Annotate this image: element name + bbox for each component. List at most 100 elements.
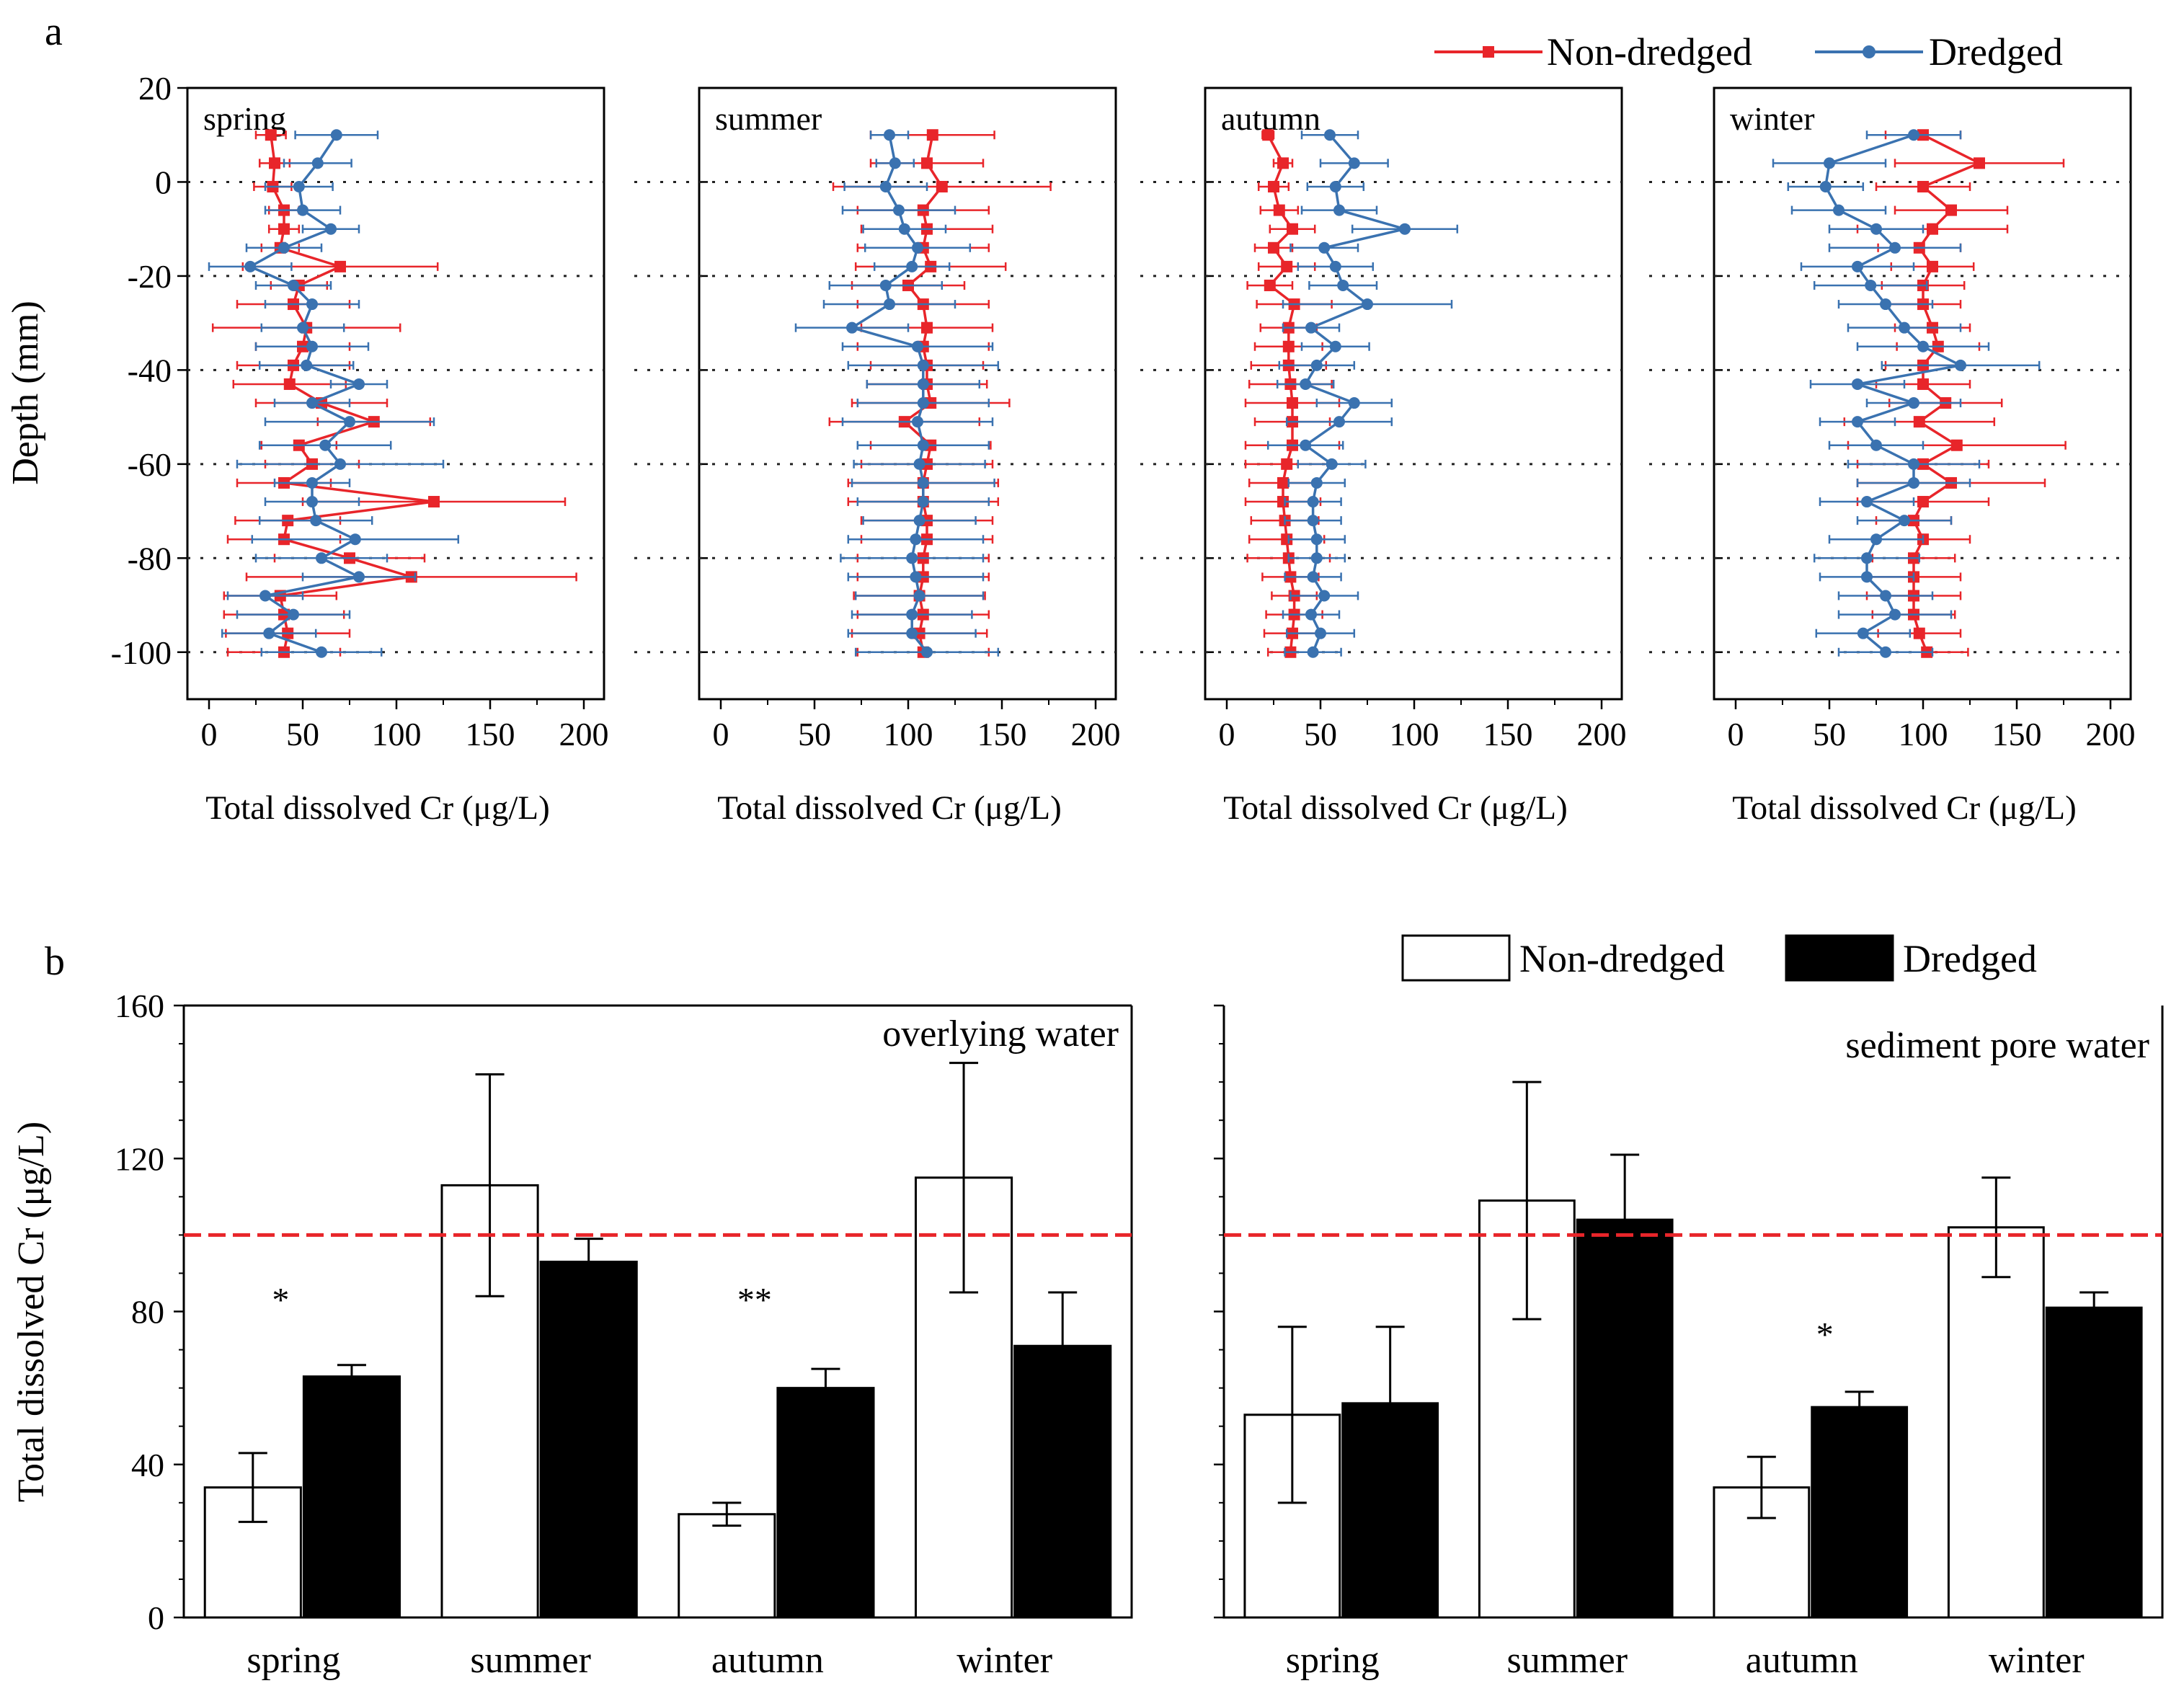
y-tick-label: 0 <box>155 164 172 200</box>
x-tick-label: 100 <box>884 716 933 753</box>
season-label: summer <box>715 100 822 137</box>
bar-dredged <box>2045 1306 2143 1619</box>
data-point <box>353 378 365 390</box>
panel-b-letter: b <box>45 939 65 984</box>
series-line-dredged <box>1824 133 1965 654</box>
legend-label-dredged: Dredged <box>1929 30 2063 74</box>
data-point <box>1329 340 1341 352</box>
data-point <box>1307 515 1319 527</box>
category-label: winter <box>956 1640 1052 1681</box>
group-label: overlying water <box>882 1013 1119 1055</box>
data-point <box>1281 533 1293 546</box>
data-point <box>913 590 925 602</box>
data-point <box>912 241 923 254</box>
data-point <box>1333 416 1345 428</box>
y-tick-label: -100 <box>111 634 172 671</box>
data-point <box>244 260 257 272</box>
data-point <box>906 627 918 639</box>
series-non-dredged <box>1843 129 2067 658</box>
data-point <box>846 321 858 334</box>
data-point <box>1277 157 1289 169</box>
y-tick-label: -80 <box>128 540 172 577</box>
data-point <box>1927 223 1938 235</box>
data-point <box>921 157 933 169</box>
data-point <box>1300 378 1312 390</box>
data-point <box>301 359 313 371</box>
series-line-dredged <box>1303 134 1410 653</box>
data-point <box>906 260 918 272</box>
data-point <box>1337 279 1349 291</box>
data-point <box>1865 279 1877 291</box>
data-point <box>259 590 271 602</box>
legend-box-dredged <box>1785 934 1894 982</box>
x-tick-label: 50 <box>1813 716 1846 753</box>
data-point <box>906 608 918 621</box>
group-label: sediment pore water <box>1845 1025 2149 1066</box>
data-point <box>1852 416 1863 428</box>
data-point <box>884 129 895 141</box>
data-point <box>1861 496 1873 508</box>
data-point <box>1281 260 1293 272</box>
data-point <box>1300 439 1312 451</box>
legend-marker-dredged <box>1863 45 1876 58</box>
significance-marker: ** <box>737 1282 772 1320</box>
x-tick-label: 200 <box>1071 716 1121 753</box>
data-point <box>1305 321 1317 334</box>
data-point <box>269 157 280 169</box>
data-point <box>926 129 938 141</box>
x-tick-label: 50 <box>1304 716 1337 753</box>
data-point <box>1880 646 1891 658</box>
data-point <box>311 157 324 169</box>
data-point <box>1262 129 1274 141</box>
data-point <box>288 279 299 291</box>
data-point <box>921 321 933 334</box>
data-point <box>344 416 355 428</box>
bar-group-sediment-pore-water: sediment pore water spring summer * autumn wi… <box>1214 1004 2164 1681</box>
category-label: autumn <box>711 1640 824 1681</box>
legend-label-non-dredged: Non-dredged <box>1547 30 1752 74</box>
data-point <box>1399 223 1411 235</box>
data-point <box>1974 157 1985 169</box>
data-point <box>1318 590 1331 602</box>
bar-non-dredged <box>678 1513 776 1619</box>
x-tick-label: 50 <box>798 716 831 753</box>
data-point <box>306 298 318 311</box>
data-point <box>297 204 308 216</box>
data-point <box>310 515 322 527</box>
data-point <box>879 180 892 192</box>
bar-group-overlying-water: overlying water * spring summer ** autumn wint… <box>174 1004 1133 1681</box>
data-point <box>334 458 346 470</box>
y-tick-label: 20 <box>138 70 172 107</box>
legend-label-non-dredged: Non-dredged <box>1519 937 1725 980</box>
category-label: spring <box>247 1640 340 1681</box>
x-tick-label: 150 <box>977 716 1027 753</box>
data-point <box>278 241 290 254</box>
data-point <box>917 439 929 451</box>
y-tick-label: -40 <box>128 352 172 389</box>
category-label: spring <box>1286 1640 1380 1681</box>
data-point <box>319 439 332 451</box>
x-tick-label: 0 <box>1728 716 1744 753</box>
season-label: winter <box>1730 100 1815 137</box>
data-point <box>1310 552 1323 564</box>
data-point <box>1861 552 1873 564</box>
data-point <box>334 260 346 272</box>
data-point <box>1917 340 1929 352</box>
data-point <box>910 571 922 583</box>
x-tick-label: 0 <box>713 716 729 753</box>
data-point <box>898 223 910 235</box>
x-tick-label: 150 <box>1992 716 2042 753</box>
data-point <box>1861 571 1873 583</box>
data-point <box>349 533 361 546</box>
data-point <box>316 646 327 658</box>
data-point <box>1268 241 1279 254</box>
data-point <box>1917 180 1929 192</box>
x-tick-label: 150 <box>466 716 515 753</box>
data-point <box>1870 439 1882 451</box>
data-point <box>1852 378 1863 390</box>
data-point <box>1927 260 1938 272</box>
panel-b: b Non-dredged Dredged Total dissolved Cr (μ… <box>11 934 2164 1681</box>
y-tick-label: 0 <box>148 1599 164 1636</box>
